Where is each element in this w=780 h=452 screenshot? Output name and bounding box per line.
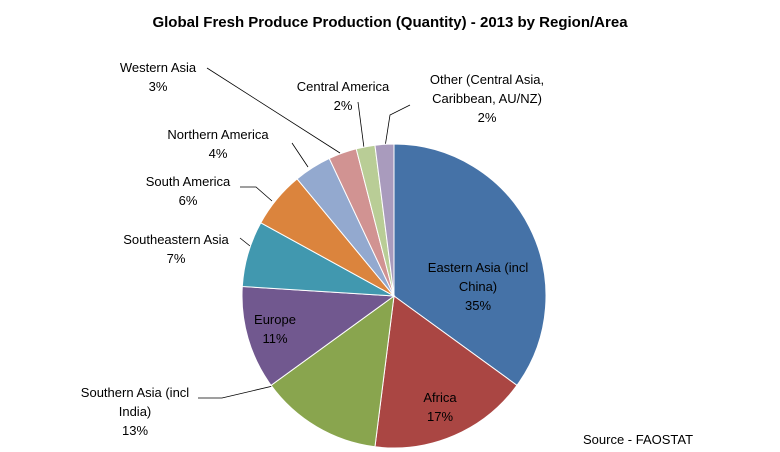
pie-slice [241, 285, 396, 387]
leader-line [239, 237, 251, 247]
value-label: 35% [464, 298, 492, 313]
slice-label: Western Asia 3% [98, 58, 218, 96]
slice-label: Africa 17% [400, 388, 480, 426]
slice-label: Europe 11% [235, 310, 315, 348]
leader-line [357, 101, 365, 149]
value-label: 6% [178, 193, 198, 208]
category-label: Southern Asia (incl India) [80, 385, 190, 419]
category-label: South America [145, 174, 231, 189]
pie-slice [374, 143, 395, 297]
value-label: 7% [166, 251, 186, 266]
slice-label: Southeastern Asia 7% [106, 230, 246, 268]
slice-label: Central America 2% [278, 77, 408, 115]
slice-label: Other (Central Asia, Caribbean, AU/NZ) 2% [407, 70, 567, 127]
value-label: 11% [262, 331, 288, 346]
value-label: 2% [333, 98, 353, 113]
pie-slice [374, 295, 518, 449]
category-label: Europe [254, 312, 296, 327]
slice-label: Eastern Asia (incl China) 35% [408, 258, 548, 315]
pie-slice [393, 143, 547, 387]
leader-line [384, 104, 411, 148]
value-label: 4% [208, 146, 228, 161]
source-note: Source - FAOSTAT [583, 432, 694, 447]
value-label: 3% [148, 79, 168, 94]
value-label: 2% [477, 110, 497, 125]
slice-label: South America 6% [128, 172, 248, 210]
category-label: Western Asia [119, 60, 197, 75]
category-label: Africa [423, 390, 457, 405]
slice-label: Northern America 4% [148, 125, 288, 163]
category-label: Southeastern Asia [123, 232, 229, 247]
slice-label: Southern Asia (incl India) 13% [65, 383, 205, 440]
leader-line [206, 67, 341, 154]
category-label: Other (Central Asia, Caribbean, AU/NZ) [429, 72, 545, 106]
value-label: 17% [426, 409, 454, 424]
leader-line [240, 186, 273, 202]
category-label: Northern America [167, 127, 269, 142]
value-label: 13% [121, 423, 149, 438]
pie-slice [270, 294, 395, 448]
category-label: Central America [296, 79, 390, 94]
leader-line [198, 381, 291, 399]
chart-title: Global Fresh Produce Production (Quantit… [152, 14, 628, 31]
leader-line [291, 142, 309, 168]
category-label: Eastern Asia (incl China) [427, 260, 529, 294]
